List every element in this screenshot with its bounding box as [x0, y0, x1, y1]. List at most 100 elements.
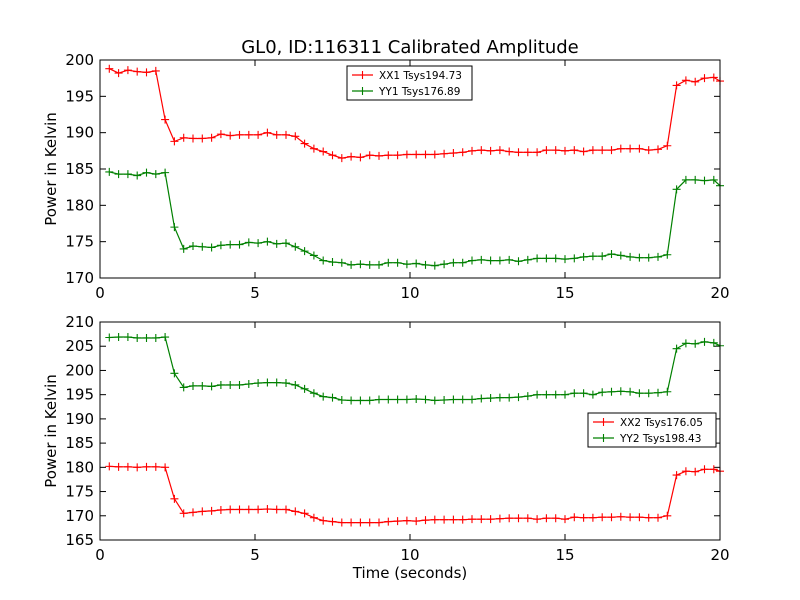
x-tick-label: 10	[400, 546, 419, 564]
data-point	[347, 152, 356, 161]
data-point	[179, 509, 188, 518]
series-XX2	[105, 462, 724, 527]
data-point	[393, 517, 402, 526]
data-point	[151, 66, 160, 75]
data-point	[533, 254, 542, 263]
data-point	[189, 381, 197, 390]
data-point	[681, 339, 690, 348]
data-point	[533, 390, 542, 399]
data-point	[412, 150, 421, 159]
data-point	[626, 387, 635, 396]
data-point	[449, 395, 458, 404]
data-point	[272, 505, 281, 514]
data-point	[189, 134, 197, 143]
data-point	[114, 333, 123, 342]
data-point	[616, 512, 625, 521]
data-point	[319, 516, 328, 525]
legend-box	[587, 412, 717, 448]
data-point	[588, 513, 597, 522]
legend-label: XX1 Tsys194.73	[379, 70, 462, 82]
data-point	[375, 260, 383, 269]
data-point	[375, 395, 383, 404]
data-point	[216, 505, 225, 514]
subplot-1: 0 5 10 15 20 170 175 180 185 190 195 200 Power in Ke…	[42, 51, 730, 302]
data-point	[700, 74, 709, 83]
data-point	[561, 390, 569, 399]
data-point	[681, 175, 690, 184]
data-point	[235, 130, 244, 139]
data-point	[198, 242, 207, 251]
data-point	[198, 381, 207, 390]
data-point	[440, 395, 449, 404]
data-point	[579, 147, 588, 156]
data-point	[244, 380, 253, 389]
data-point	[412, 395, 421, 404]
data-point	[123, 333, 132, 342]
data-point	[402, 260, 411, 269]
data-point	[402, 516, 411, 525]
series-YY1	[105, 167, 724, 270]
data-point	[421, 516, 430, 525]
data-point	[644, 146, 653, 155]
x-tick-label: 20	[710, 284, 729, 302]
data-point	[468, 515, 476, 524]
data-point	[635, 253, 644, 262]
data-point	[328, 517, 337, 526]
data-point	[272, 130, 281, 139]
data-point	[691, 77, 700, 86]
data-point	[226, 131, 235, 140]
series-YY2	[105, 333, 724, 405]
series-line	[109, 171, 721, 267]
y-tick-label: 180	[65, 196, 94, 214]
data-point	[514, 393, 523, 402]
data-point	[105, 462, 114, 471]
data-point	[598, 146, 607, 155]
data-point	[709, 175, 718, 184]
y-tick-label: 175	[65, 483, 94, 501]
data-point	[263, 504, 272, 513]
data-point	[328, 393, 337, 402]
y-tick-label: 185	[65, 434, 94, 452]
data-point	[161, 463, 170, 472]
data-point	[607, 387, 616, 396]
data-point	[681, 467, 690, 476]
data-point	[644, 389, 653, 398]
data-point	[328, 151, 337, 160]
data-point	[663, 141, 672, 150]
x-tick-label: 0	[95, 284, 105, 302]
data-point	[542, 514, 551, 523]
data-point	[272, 378, 281, 387]
data-point	[263, 128, 272, 137]
legend-label: YY1 Tsys176.89	[378, 86, 460, 98]
data-point	[263, 378, 272, 387]
data-point	[198, 507, 207, 516]
y-tick-label: 185	[65, 160, 94, 178]
data-point	[607, 513, 616, 522]
y-tick-label: 180	[65, 458, 94, 476]
data-point	[291, 242, 300, 251]
data-point	[561, 515, 569, 524]
data-point	[161, 168, 170, 177]
legend-marker	[599, 434, 608, 442]
data-point	[588, 252, 597, 261]
data-point	[170, 223, 179, 232]
data-point	[254, 379, 263, 388]
data-point	[477, 146, 486, 155]
data-point	[458, 395, 467, 404]
data-point	[486, 256, 495, 265]
data-point	[393, 151, 402, 160]
data-point	[384, 395, 393, 404]
y-tick-label: 190	[65, 124, 94, 142]
data-point	[449, 258, 458, 267]
data-point	[533, 148, 542, 157]
data-point	[561, 255, 569, 264]
data-point	[263, 237, 272, 246]
y-tick-label: 205	[65, 337, 94, 355]
data-point	[347, 518, 356, 527]
data-point	[709, 73, 718, 82]
y-tick-label: 170	[65, 269, 94, 287]
data-point	[588, 390, 597, 399]
x-tick-label: 15	[555, 546, 574, 564]
x-tick-label: 20	[710, 546, 729, 564]
